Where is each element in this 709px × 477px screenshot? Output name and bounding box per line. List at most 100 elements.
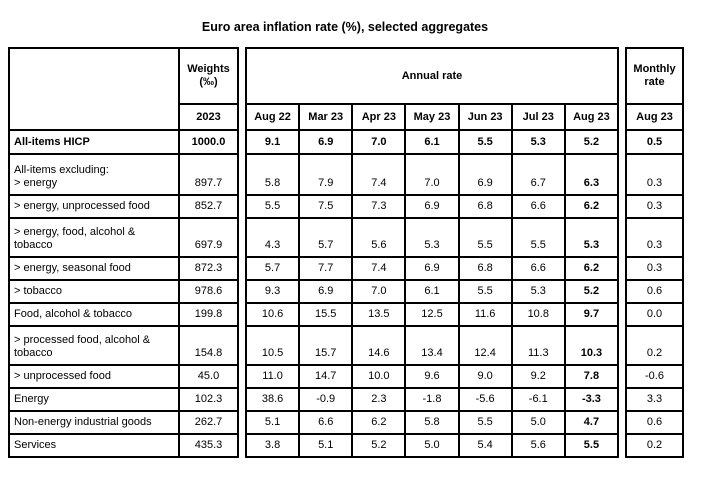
annual-value: 5.7	[244, 256, 301, 281]
row-header-blank-cell	[8, 47, 180, 131]
annual-value: 6.3	[563, 153, 620, 196]
month-header: Jun 23	[457, 103, 513, 131]
row-label: Non-energy industrial goods	[8, 410, 180, 435]
annual-rate-header: Annual rate	[245, 47, 619, 105]
monthly-value: 0.3	[625, 256, 684, 281]
annual-value: 13.5	[351, 302, 407, 327]
annual-value: 5.8	[404, 410, 460, 435]
annual-value: 6.9	[404, 194, 460, 219]
annual-value: 5.1	[244, 410, 301, 435]
annual-value: 12.5	[404, 302, 460, 327]
weight-value: 978.6	[178, 279, 239, 304]
annual-value: 5.0	[510, 410, 566, 435]
row-label: Food, alcohol & tobacco	[8, 302, 180, 327]
weight-value: 435.3	[178, 433, 239, 458]
monthly-value: 3.3	[625, 387, 684, 412]
annual-value: 9.7	[563, 302, 620, 327]
annual-value: 5.5	[457, 217, 513, 258]
annual-value: 5.3	[563, 217, 620, 258]
monthly-rate-header: Monthly rate	[625, 47, 684, 105]
annual-value: 2.3	[351, 387, 407, 412]
annual-value: 5.2	[563, 279, 620, 304]
monthly-value: 0.6	[625, 279, 684, 304]
row-label: > energy, unprocessed food	[8, 194, 180, 219]
annual-value: 6.9	[404, 256, 460, 281]
weight-value: 102.3	[178, 387, 239, 412]
annual-value: 5.2	[563, 129, 620, 155]
annual-value: 7.8	[563, 364, 620, 389]
annual-value: 5.5	[563, 433, 620, 458]
row-label: All-items HICP	[8, 129, 180, 155]
annual-value: -3.3	[563, 387, 620, 412]
month-header: Aug 23	[563, 103, 620, 131]
monthly-value: 0.2	[625, 325, 684, 366]
weights-header: Weights (‰)	[178, 47, 239, 105]
monthly-value: 0.3	[625, 153, 684, 196]
row-label-line2: > energy	[14, 177, 58, 189]
annual-value: 6.2	[351, 410, 407, 435]
monthly-value: 0.0	[625, 302, 684, 327]
row-label: Energy	[8, 387, 180, 412]
annual-value: 6.6	[510, 194, 566, 219]
row-label: > unprocessed food	[8, 364, 180, 389]
weight-value: 262.7	[178, 410, 239, 435]
annual-value: 10.0	[351, 364, 407, 389]
monthly-value: 0.5	[625, 129, 684, 155]
annual-value: 6.2	[563, 256, 620, 281]
annual-value: 5.3	[404, 217, 460, 258]
annual-value: 11.6	[457, 302, 513, 327]
row-label: > energy, seasonal food	[8, 256, 180, 281]
month-header: May 23	[404, 103, 460, 131]
annual-value: 5.0	[404, 433, 460, 458]
annual-value: 7.0	[351, 279, 407, 304]
monthly-value: 0.3	[625, 194, 684, 219]
month-header: Mar 23	[298, 103, 354, 131]
annual-value: 5.5	[457, 129, 513, 155]
annual-value: 12.4	[457, 325, 513, 366]
annual-value: 6.6	[298, 410, 354, 435]
annual-value: 5.5	[510, 217, 566, 258]
annual-value: 38.6	[244, 387, 301, 412]
annual-value: 5.3	[510, 279, 566, 304]
annual-value: 7.4	[351, 153, 407, 196]
monthly-value: -0.6	[625, 364, 684, 389]
annual-value: 6.1	[404, 279, 460, 304]
row-label: > energy, food, alcohol & tobacco	[8, 217, 180, 258]
weights-year-header: 2023	[178, 103, 239, 131]
weight-value: 45.0	[178, 364, 239, 389]
annual-value: 5.7	[298, 217, 354, 258]
annual-value: 7.5	[298, 194, 354, 219]
annual-value: 6.9	[298, 129, 354, 155]
weight-value: 154.8	[178, 325, 239, 366]
annual-value: 6.9	[298, 279, 354, 304]
weight-value: 897.7	[178, 153, 239, 196]
annual-value: 11.3	[510, 325, 566, 366]
annual-value: 5.8	[244, 153, 301, 196]
annual-value: 6.8	[457, 256, 513, 281]
annual-value: 6.6	[510, 256, 566, 281]
monthly-value: 0.2	[625, 433, 684, 458]
annual-value: 7.0	[404, 153, 460, 196]
annual-value: 9.6	[404, 364, 460, 389]
annual-value: 4.7	[563, 410, 620, 435]
monthly-rate-table: Monthly rate Aug 23 0.5 0.3 0.3 0.3 0.3 …	[625, 47, 684, 458]
annual-value: 9.0	[457, 364, 513, 389]
annual-value: 10.8	[510, 302, 566, 327]
annual-value: 5.5	[457, 279, 513, 304]
monthly-value: 0.3	[625, 217, 684, 258]
annual-value: -0.9	[298, 387, 354, 412]
annual-value: 15.5	[298, 302, 354, 327]
annual-value: 6.8	[457, 194, 513, 219]
annual-value: 14.6	[351, 325, 407, 366]
annual-value: 15.7	[298, 325, 354, 366]
annual-value: 6.7	[510, 153, 566, 196]
annual-value: 9.1	[244, 129, 301, 155]
row-label: > tobacco	[8, 279, 180, 304]
inflation-table: Weights (‰) 2023 All-items HICP 1000.0 A…	[8, 47, 709, 458]
month-header: Apr 23	[351, 103, 407, 131]
annual-value: 11.0	[244, 364, 301, 389]
annual-rate-table: Annual rate Aug 22 Mar 23 Apr 23 May 23 …	[244, 47, 620, 458]
annual-value: 5.4	[457, 433, 513, 458]
annual-value: 7.0	[351, 129, 407, 155]
row-label: Services	[8, 433, 180, 458]
